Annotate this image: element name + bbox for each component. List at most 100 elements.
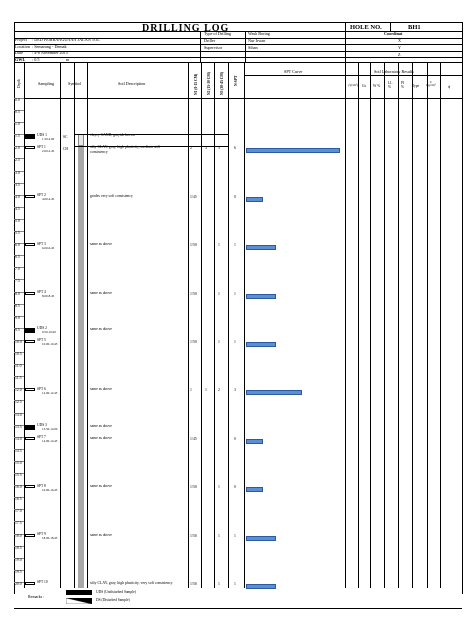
gwl-label: GWL bbox=[15, 56, 26, 62]
col-lab-results: Soil Laboratory Results bbox=[374, 69, 414, 74]
depth-tick-line bbox=[14, 497, 24, 499]
soil-description: silty CLAY, gray, high plasticity, mediu… bbox=[90, 145, 160, 150]
spt-curve-bar bbox=[246, 245, 276, 251]
spt-curve-bar bbox=[246, 390, 302, 396]
legend-uds: UDS (Undisturbed Sample) bbox=[96, 590, 136, 594]
driller-value: Nur Irwan bbox=[248, 38, 266, 43]
symbol-label: CH bbox=[63, 146, 68, 151]
depth-tick-label: 11.0 bbox=[15, 364, 22, 369]
depth-tick-line bbox=[14, 98, 24, 99]
sample-range: 13.50-14.00 bbox=[42, 427, 58, 432]
drilling-type-value: Wash Boring bbox=[248, 31, 270, 36]
column-divider bbox=[370, 62, 371, 588]
depth-tick-label: 1.5 bbox=[15, 134, 20, 139]
depth-tick-label: 9.0 bbox=[15, 315, 20, 320]
soil-symbol-sc bbox=[78, 134, 84, 147]
col-ll: LL % bbox=[388, 81, 393, 89]
soil-symbol-ch bbox=[78, 146, 84, 588]
depth-tick-label: 13.5 bbox=[15, 424, 22, 429]
driller-label: Driller bbox=[204, 38, 216, 43]
ds-legend-swatch bbox=[66, 598, 92, 604]
col-sampling: Sampling bbox=[38, 81, 55, 86]
gwl-unit: m bbox=[66, 56, 70, 62]
depth-tick-line bbox=[14, 267, 24, 269]
depth-tick-line bbox=[14, 473, 24, 475]
depth-tick-line bbox=[14, 182, 24, 184]
location-label: Location bbox=[15, 43, 30, 49]
depth-tick-label: 18.0 bbox=[15, 533, 22, 538]
spt-n1: 1/45 bbox=[190, 194, 197, 199]
depth-tick-label: 14.0 bbox=[15, 436, 22, 441]
column-divider bbox=[201, 62, 202, 588]
spt-n1: 1 bbox=[190, 388, 192, 393]
spt-curve-bar bbox=[246, 341, 276, 347]
soil-description: silty CLAY, gray, high plasticity, very … bbox=[90, 580, 173, 585]
sample-marker bbox=[25, 291, 35, 295]
sample-label: UDS 2 bbox=[37, 326, 47, 331]
project-label: Project bbox=[15, 37, 27, 42]
depth-tick-label: 15.0 bbox=[15, 460, 22, 465]
spt-n3: 1 bbox=[218, 291, 220, 296]
coordinate-label: Coordinat bbox=[384, 31, 403, 36]
spt-n1: 1/50 bbox=[190, 581, 197, 586]
spt-curve-bar bbox=[246, 196, 263, 202]
column-divider bbox=[87, 62, 88, 588]
sample-marker bbox=[25, 134, 35, 140]
sample-range: 1.50-2.00 bbox=[42, 136, 55, 141]
sample-range: 2.00-2.45 bbox=[42, 148, 55, 153]
spt-n3: 1 bbox=[218, 533, 220, 538]
depth-tick-label: 2.5 bbox=[15, 158, 20, 163]
spt-n1: 1/50 bbox=[190, 291, 197, 296]
spt-n3: 2 bbox=[218, 388, 220, 393]
column-divider bbox=[384, 62, 385, 588]
drilling-log-header: DRILLING LOG HOLE NO. BH1 Project : DED … bbox=[14, 22, 462, 62]
sample-marker bbox=[25, 581, 35, 585]
depth-tick-label: 3.0 bbox=[15, 170, 20, 175]
depth-tick-label: 5.5 bbox=[15, 231, 20, 236]
depth-tick-line bbox=[14, 291, 24, 293]
drilling-type-label: Type of Drilling bbox=[204, 31, 232, 36]
supervisor-label: Supervisor bbox=[204, 45, 223, 50]
sample-range: 18.00-18.45 bbox=[42, 536, 58, 541]
col-gamma: γ'(t/m³) bbox=[348, 83, 358, 87]
spt-n2: 1 bbox=[205, 388, 207, 393]
spt-n1: 1/50 bbox=[190, 533, 197, 538]
depth-tick-label: 17.0 bbox=[15, 509, 22, 514]
depth-tick-label: 12.5 bbox=[15, 400, 22, 405]
hole-no-value: BH1 bbox=[408, 24, 421, 31]
sample-label: SPT 1 bbox=[37, 144, 46, 149]
soil-description: same as above bbox=[90, 290, 112, 295]
depth-tick-label: 7.5 bbox=[15, 279, 20, 284]
depth-tick-line bbox=[14, 110, 24, 112]
depth-tick-line bbox=[14, 400, 24, 402]
spt-curve-bar bbox=[246, 148, 341, 154]
sample-range: 14.00-14.45 bbox=[42, 439, 58, 444]
depth-tick-line bbox=[14, 364, 24, 366]
depth-tick-line bbox=[14, 218, 24, 220]
sample-marker bbox=[25, 424, 35, 430]
location-value: : Semarang - Demak bbox=[32, 43, 67, 49]
spt-n3: 3 bbox=[218, 146, 220, 151]
col-spt-curve: SPT Curve bbox=[284, 69, 303, 74]
sample-label: UDS 3 bbox=[37, 423, 47, 428]
sample-marker bbox=[25, 436, 35, 440]
depth-tick-label: 8.5 bbox=[15, 303, 20, 308]
sample-marker bbox=[25, 194, 35, 198]
depth-tick-line bbox=[14, 485, 24, 487]
layer-boundary bbox=[74, 134, 228, 136]
column-divider bbox=[188, 62, 189, 588]
depth-tick-label: 2.0 bbox=[15, 146, 20, 151]
depth-tick-label: 7.0 bbox=[15, 267, 20, 272]
column-divider bbox=[440, 62, 441, 588]
depth-tick-label: 19.0 bbox=[15, 557, 22, 562]
depth-tick-label: 15.5 bbox=[15, 473, 22, 478]
page-title: DRILLING LOG bbox=[142, 23, 230, 34]
spt-nspt: 1 bbox=[234, 533, 236, 538]
spt-n1: 2 bbox=[190, 146, 192, 151]
sample-marker bbox=[25, 146, 35, 150]
spt-curve-bar bbox=[246, 583, 276, 589]
soil-description: same as above bbox=[90, 484, 112, 489]
depth-tick-label: 16.5 bbox=[15, 497, 22, 502]
depth-tick-line bbox=[14, 545, 24, 547]
hole-no-label: HOLE NO. bbox=[350, 24, 382, 31]
